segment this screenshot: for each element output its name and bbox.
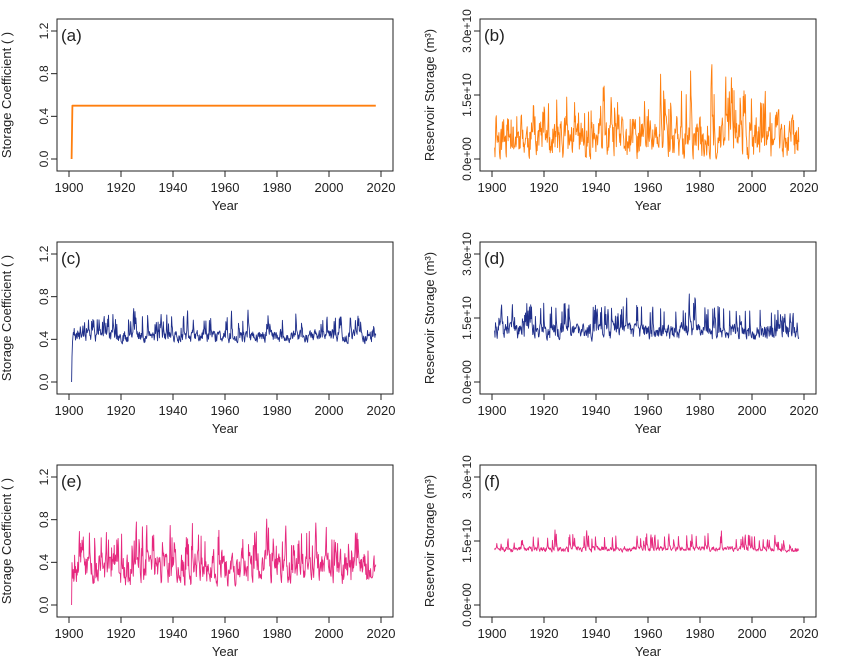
x-tick-label: 2020 (790, 180, 819, 195)
panel-label: (f) (484, 472, 500, 491)
x-tick-label: 1920 (107, 403, 136, 418)
panel-label: (e) (61, 472, 82, 491)
x-tick-label: 2020 (367, 626, 396, 641)
x-tick-label: 1980 (686, 403, 715, 418)
y-tick-label: 0.4 (37, 108, 51, 125)
y-tick-label: 0.0 (37, 150, 51, 167)
y-tick-label: 3.0e+10 (460, 455, 474, 499)
x-tick-label: 1900 (55, 403, 84, 418)
x-tick-label: 1900 (55, 626, 84, 641)
x-tick-label: 1920 (530, 626, 559, 641)
y-tick-label: 1.5e+10 (460, 296, 474, 340)
x-tick-label: 1940 (159, 403, 188, 418)
y-axis-label: Storage Coefficient ( ) (0, 32, 14, 158)
x-tick-label: 2020 (367, 403, 396, 418)
y-tick-label: 0.8 (37, 288, 51, 305)
x-tick-label: 1980 (686, 180, 715, 195)
x-tick-label: 1920 (530, 403, 559, 418)
x-tick-label: 1900 (478, 180, 507, 195)
x-axis-label: Year (635, 198, 662, 213)
y-tick-label: 1.5e+10 (460, 73, 474, 117)
x-tick-label: 1960 (634, 180, 663, 195)
plot-frame (56, 241, 394, 395)
x-tick-label: 1940 (159, 626, 188, 641)
x-tick-label: 2020 (790, 626, 819, 641)
panel-label: (a) (61, 26, 82, 45)
y-tick-label: 0.4 (37, 331, 51, 348)
series-line (494, 64, 800, 160)
series-line (71, 518, 377, 606)
x-axis-label: Year (212, 198, 239, 213)
x-tick-label: 2000 (315, 180, 344, 195)
plot-frame (56, 18, 394, 172)
y-tick-label: 3.0e+10 (460, 232, 474, 276)
x-tick-label: 1940 (159, 180, 188, 195)
x-tick-label: 1900 (478, 626, 507, 641)
y-tick-label: 1.2 (37, 22, 51, 39)
x-tick-label: 1920 (107, 180, 136, 195)
y-tick-label: 0.0 (37, 596, 51, 613)
x-tick-label: 2000 (738, 626, 767, 641)
y-tick-label: 3.0e+10 (460, 9, 474, 53)
y-axis-label: Storage Coefficient ( ) (0, 255, 14, 381)
x-tick-label: 2020 (790, 403, 819, 418)
x-tick-label: 1940 (582, 403, 611, 418)
panel-label: (d) (484, 249, 505, 268)
x-tick-label: 1980 (263, 626, 292, 641)
y-tick-label: 1.5e+10 (460, 519, 474, 563)
x-tick-label: 1980 (686, 626, 715, 641)
y-tick-label: 0.4 (37, 554, 51, 571)
y-tick-label: 1.2 (37, 468, 51, 485)
x-tick-label: 2000 (738, 180, 767, 195)
x-tick-label: 1920 (530, 180, 559, 195)
y-tick-label: 0.0e+00 (460, 360, 474, 404)
x-tick-label: 2000 (315, 626, 344, 641)
x-tick-label: 1920 (107, 626, 136, 641)
y-tick-label: 1.2 (37, 245, 51, 262)
x-tick-label: 1940 (582, 626, 611, 641)
series-line (494, 529, 800, 553)
x-axis-label: Year (212, 421, 239, 436)
x-tick-label: 1960 (211, 626, 240, 641)
plot-frame (479, 464, 817, 618)
y-axis-label: Storage Coefficient ( ) (0, 478, 14, 604)
panel-label: (b) (484, 26, 505, 45)
x-tick-label: 2020 (367, 180, 396, 195)
x-tick-label: 1960 (211, 403, 240, 418)
y-axis-label: Reservoir Storage (m³) (422, 252, 437, 384)
y-tick-label: 0.8 (37, 65, 51, 82)
y-axis-label: Reservoir Storage (m³) (422, 29, 437, 161)
x-tick-label: 1900 (55, 180, 84, 195)
y-tick-label: 0.8 (37, 511, 51, 528)
series-line (494, 293, 800, 342)
x-tick-label: 1960 (634, 403, 663, 418)
x-tick-label: 1960 (211, 180, 240, 195)
series-line (71, 308, 377, 383)
y-tick-label: 0.0e+00 (460, 583, 474, 627)
x-tick-label: 1900 (478, 403, 507, 418)
x-tick-label: 1960 (634, 626, 663, 641)
x-tick-label: 1980 (263, 180, 292, 195)
plot-frame (56, 464, 394, 618)
x-tick-label: 1980 (263, 403, 292, 418)
x-axis-label: Year (635, 421, 662, 436)
y-tick-label: 0.0e+00 (460, 137, 474, 181)
x-tick-label: 1940 (582, 180, 611, 195)
x-tick-label: 2000 (738, 403, 767, 418)
x-axis-label: Year (212, 644, 239, 659)
y-axis-label: Reservoir Storage (m³) (422, 475, 437, 607)
series-line (70, 104, 376, 160)
x-tick-label: 2000 (315, 403, 344, 418)
x-axis-label: Year (635, 644, 662, 659)
y-tick-label: 0.0 (37, 373, 51, 390)
panel-label: (c) (61, 249, 81, 268)
